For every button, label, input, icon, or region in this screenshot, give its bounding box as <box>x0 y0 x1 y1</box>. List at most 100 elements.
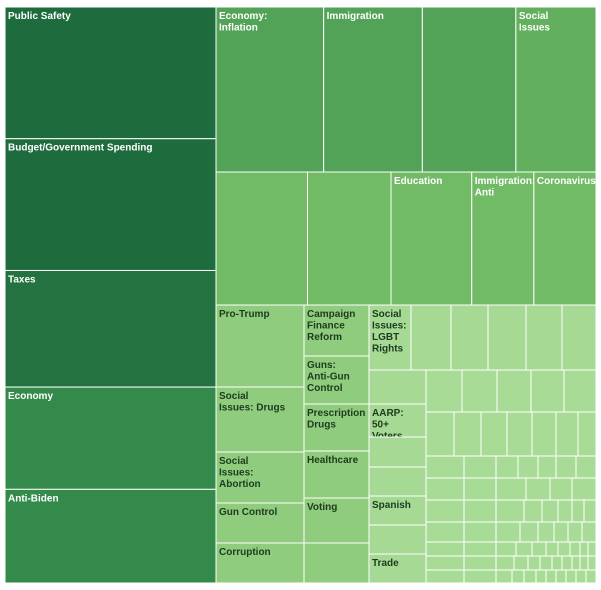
tile-small-7-1 <box>463 555 497 571</box>
tile-small-6-2 <box>495 541 517 557</box>
tile-small-1-2 <box>480 411 508 457</box>
tile-small-1-3 <box>506 411 533 457</box>
tile-taxes <box>4 269 217 388</box>
tile-small-3-3 <box>525 477 551 501</box>
tile-small-7-6 <box>551 555 563 571</box>
tile-budget-government-spending <box>4 138 217 271</box>
tile-gun-control <box>215 502 305 544</box>
tile-unlabeled-c1 <box>368 369 427 405</box>
tile-small-7-10 <box>587 555 597 571</box>
tile-small-1-0 <box>425 411 455 457</box>
tile-small-7-7 <box>561 555 573 571</box>
tile-small-6-7 <box>569 541 581 557</box>
tile-small-2-6 <box>575 455 597 479</box>
tile-pro-trump <box>215 304 305 388</box>
tile-small-top-0 <box>410 304 452 371</box>
tile-small-1-4 <box>531 411 557 457</box>
tile-small-7-2 <box>495 555 515 571</box>
tile-small-6-6 <box>557 541 571 557</box>
tile-small-8-0 <box>425 569 465 584</box>
tile-small-8-3 <box>511 569 525 584</box>
tile-small-5-2 <box>495 521 521 543</box>
tile-unlabeled-c3 <box>368 466 427 497</box>
tile-small-5-7 <box>581 521 597 543</box>
tile-small-0-3 <box>530 369 565 413</box>
tile-small-top-4 <box>561 304 597 371</box>
tile-small-2-1 <box>463 455 497 479</box>
tile-small-top-1 <box>450 304 489 371</box>
tile-guns-anti-gun-control <box>303 355 370 405</box>
tile-small-8-10 <box>585 569 597 584</box>
tile-small-1-1 <box>453 411 482 457</box>
tile-small-8-4 <box>523 569 537 584</box>
tile-row-2-0 <box>215 171 308 306</box>
tile-small-3-1 <box>463 477 497 501</box>
tile-small-7-3 <box>513 555 529 571</box>
tile-small-6-5 <box>545 541 559 557</box>
tile-small-3-2 <box>495 477 527 501</box>
tile-small-4-3 <box>523 499 543 523</box>
tile-trade <box>368 553 427 584</box>
tile-small-7-8 <box>571 555 581 571</box>
tile-small-3-0 <box>425 477 465 501</box>
tile-social-issues <box>515 6 597 173</box>
tile-small-5-4 <box>537 521 555 543</box>
tile-spanish <box>368 495 427 526</box>
tile-social-issues-abortion <box>215 451 305 504</box>
tile-row-2-1 <box>306 171 392 306</box>
tile-small-top-2 <box>487 304 527 371</box>
tile-small-2-3 <box>517 455 539 479</box>
tile-small-3-5 <box>571 477 597 501</box>
tile-prescription-drugs <box>303 403 370 452</box>
tile-small-6-8 <box>579 541 589 557</box>
tile-small-2-0 <box>425 455 465 479</box>
tile-campaign-finance-reform <box>303 304 370 357</box>
tile-small-8-1 <box>463 569 497 584</box>
tile-small-8-9 <box>575 569 587 584</box>
tile-economy-inflation <box>215 6 325 173</box>
tile-small-5-1 <box>463 521 497 543</box>
tile-small-6-4 <box>531 541 547 557</box>
tile-economy <box>4 386 217 490</box>
tile-small-4-6 <box>571 499 585 523</box>
tile-corruption <box>215 542 305 584</box>
tile-unlabeled-b <box>303 542 370 584</box>
tile-small-8-5 <box>535 569 547 584</box>
tile-small-4-1 <box>463 499 497 523</box>
tile-immigration-anti <box>471 171 535 306</box>
tile-small-0-2 <box>496 369 532 413</box>
tile-small-5-3 <box>519 521 539 543</box>
tile-small-8-6 <box>545 569 557 584</box>
tile-unlabeled-c4 <box>368 524 427 555</box>
tile-social-issues-drugs <box>215 386 305 453</box>
tile-small-8-7 <box>555 569 567 584</box>
tile-immigration <box>323 6 423 173</box>
tile-voting <box>303 497 370 544</box>
tile-small-1-6 <box>577 411 597 457</box>
tile-social-issues-lgbt-rights <box>368 304 412 371</box>
tile-small-7-4 <box>527 555 541 571</box>
tile-small-4-2 <box>495 499 525 523</box>
tile-unlabeled-c2 <box>368 436 427 468</box>
tile-small-4-7 <box>583 499 597 523</box>
tile-aarp-50-voters <box>368 403 427 438</box>
tile-small-4-0 <box>425 499 465 523</box>
tile-small-3-4 <box>549 477 573 501</box>
tile-small-7-5 <box>539 555 553 571</box>
tile-public-safety <box>4 6 217 140</box>
tile-small-5-5 <box>553 521 569 543</box>
tile-small-top-3 <box>525 304 563 371</box>
tile-small-6-1 <box>463 541 497 557</box>
tile-small-5-6 <box>567 521 583 543</box>
tile-coronavirus <box>533 171 597 306</box>
tile-small-2-5 <box>555 455 577 479</box>
tile-small-0-1 <box>461 369 498 413</box>
tile-small-4-4 <box>541 499 559 523</box>
tile-education <box>390 171 473 306</box>
tile-small-1-5 <box>555 411 579 457</box>
tile-anti-biden <box>4 488 217 584</box>
tile-small-2-4 <box>537 455 557 479</box>
tile-small-6-9 <box>587 541 597 557</box>
